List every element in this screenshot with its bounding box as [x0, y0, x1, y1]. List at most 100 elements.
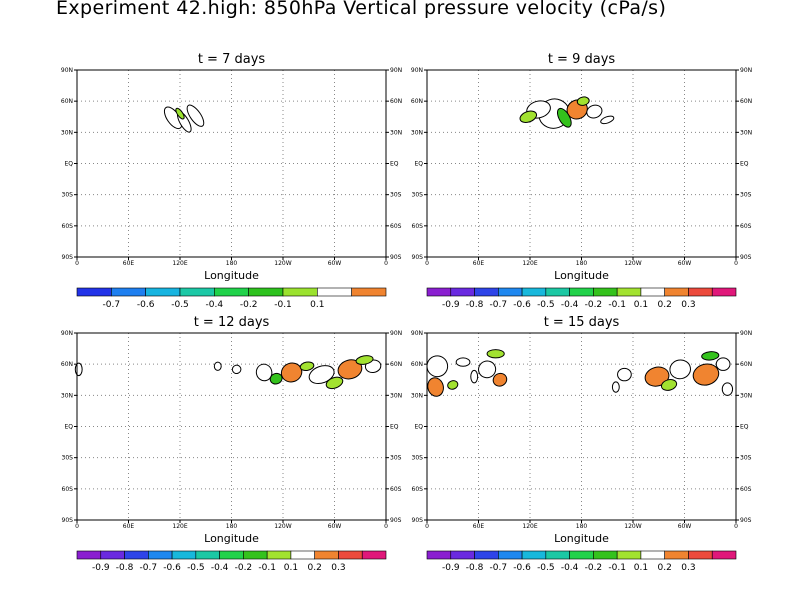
x-tick-label: 180	[226, 523, 238, 530]
colorbar-label: 0.3	[331, 563, 345, 573]
x-tick-label: 60E	[473, 260, 485, 267]
y-tick-label-left: 60N	[61, 98, 73, 105]
x-tick-label: 60W	[678, 523, 692, 530]
y-tick-label-left: 60S	[412, 223, 424, 230]
colorbar-swatch	[171, 550, 197, 560]
colorbar-swatch	[616, 550, 642, 560]
colorbar-swatch	[688, 550, 713, 560]
colorbar-swatch	[664, 550, 689, 560]
colorbar-label: 0.2	[658, 563, 672, 573]
colorbar-swatch	[688, 287, 713, 297]
contour-feature-11	[669, 359, 691, 380]
colorbar-swatch	[179, 287, 215, 297]
y-tick-label-left: 30S	[412, 455, 424, 462]
contour-feature-16	[611, 381, 620, 393]
x-tick-label: 180	[226, 260, 238, 267]
y-tick-label-right: 90S	[740, 517, 752, 524]
y-tick-label-left: 30S	[412, 192, 424, 199]
y-tick-label-right: EQ	[390, 424, 399, 431]
y-tick-label-left: 60S	[62, 223, 74, 230]
x-tick-label: 0	[734, 523, 738, 530]
y-tick-label-right: 90N	[390, 67, 402, 74]
contour-feature-15	[660, 379, 678, 391]
colorbar-swatch	[317, 287, 352, 297]
colorbar-label: -0.6	[137, 300, 155, 310]
colorbar-label: -0.9	[92, 563, 110, 573]
contour-feature-12	[355, 355, 374, 365]
contour-feature-4	[255, 363, 273, 382]
panel-title: t = 9 days	[548, 52, 616, 67]
colorbar-swatch	[290, 550, 315, 560]
colorbar-label: -0.6	[513, 563, 531, 573]
y-tick-label-right: 60S	[390, 223, 402, 230]
y-tick-label-right: 30N	[740, 392, 752, 399]
contour-feature-9	[269, 372, 283, 385]
x-tick-label: 180	[576, 260, 588, 267]
colorbar-swatch	[711, 287, 737, 297]
colorbar-label: -0.1	[258, 563, 276, 573]
contour-feature-4	[175, 107, 185, 120]
x-tick-label: 60W	[328, 523, 342, 530]
colorbar-label: -0.5	[171, 300, 189, 310]
colorbar-label: -0.4	[206, 300, 224, 310]
colorbar: -0.9 -0.8 -0.7 -0.6 -0.5 -0.4 -0.2 -0.1 0.1 0.2 0.…	[426, 550, 737, 573]
contour-feature-4	[586, 104, 603, 119]
x-tick-label: 0	[384, 523, 388, 530]
panel-title: t = 15 days	[544, 315, 620, 330]
contour-feature-13	[715, 357, 731, 371]
colorbar-swatch	[474, 287, 499, 297]
y-tick-label-right: 30N	[740, 129, 752, 136]
y-tick-label-right: 30S	[390, 192, 402, 199]
colorbar-label: -0.2	[585, 300, 603, 310]
colorbar-label: -0.6	[513, 300, 531, 310]
contour-feature-12	[692, 363, 720, 386]
y-tick-label-right: EQ	[740, 424, 749, 431]
colorbar-label: -0.5	[537, 300, 555, 310]
colorbar-label: -0.1	[608, 300, 626, 310]
y-tick-label-right: 90N	[740, 67, 752, 74]
x-tick-label: 0	[384, 260, 388, 267]
contour-feature-6	[308, 365, 335, 385]
colorbar-swatch	[569, 550, 594, 560]
colorbar-swatch	[361, 550, 387, 560]
colorbar-swatch	[498, 550, 523, 560]
colorbar-swatch	[100, 550, 125, 560]
colorbar-label: -0.7	[490, 563, 508, 573]
contour-feature-4	[478, 360, 497, 379]
contour-feature-7	[337, 359, 363, 380]
x-axis-label: Longitude	[554, 532, 609, 545]
panel-title: t = 7 days	[198, 52, 266, 67]
colorbar-swatch	[124, 550, 149, 560]
y-tick-label-right: 60N	[390, 98, 402, 105]
y-tick-label-left: 60N	[411, 98, 423, 105]
x-tick-label: 60E	[473, 523, 485, 530]
colorbar-label: 0.1	[634, 300, 648, 310]
contour-feature-10	[644, 366, 670, 387]
colorbar-label: -0.9	[442, 300, 460, 310]
y-tick-label-left: EQ	[64, 161, 73, 168]
x-tick-label: 60E	[123, 260, 135, 267]
colorbar-label: -0.7	[140, 563, 158, 573]
x-tick-label: 0	[734, 260, 738, 267]
y-tick-label-left: 90S	[412, 517, 424, 524]
contour-feature-2	[427, 377, 444, 397]
contour-feature-1	[426, 355, 449, 378]
contour-feature-8	[600, 115, 615, 125]
y-tick-label-left: 90N	[411, 330, 423, 337]
contour-feature-10	[299, 361, 315, 372]
x-tick-label: 60E	[123, 523, 135, 530]
colorbar-label: -0.4	[561, 563, 579, 573]
y-tick-label-right: 30S	[740, 192, 752, 199]
y-tick-label-right: 60N	[740, 98, 752, 105]
colorbar-swatch	[219, 550, 244, 560]
y-tick-label-left: 30N	[61, 129, 73, 136]
x-tick-label: 0	[425, 260, 429, 267]
colorbar-label: -0.7	[103, 300, 121, 310]
colorbar-label: -0.1	[274, 300, 292, 310]
y-tick-label-right: 60S	[740, 223, 752, 230]
y-tick-label-left: 90S	[62, 254, 74, 261]
colorbar-label: -0.5	[537, 563, 555, 573]
y-tick-label-right: 90S	[390, 517, 402, 524]
